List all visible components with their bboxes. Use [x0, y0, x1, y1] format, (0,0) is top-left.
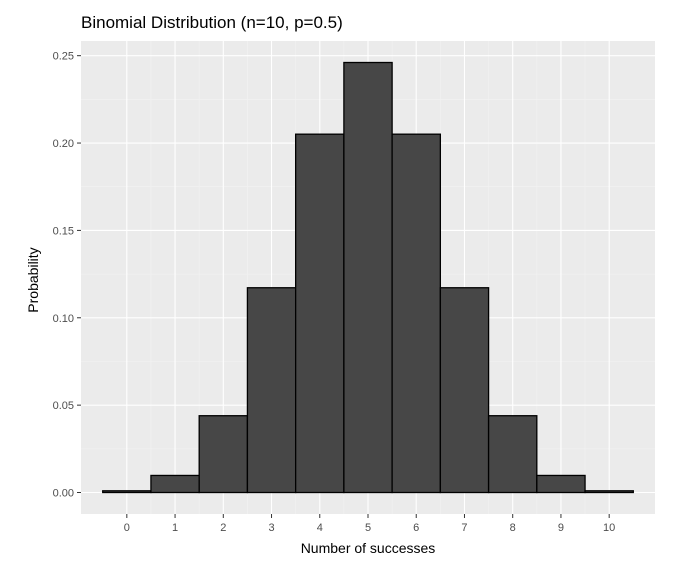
x-tick-label: 2 [220, 522, 226, 534]
x-tick-label: 7 [461, 522, 467, 534]
x-tick-label: 3 [268, 522, 274, 534]
y-axis-title: Probability [25, 247, 41, 312]
x-axis: 0 1 2 3 4 5 6 7 8 9 10 [124, 514, 615, 534]
bar-4 [294, 133, 345, 494]
y-tick-label: 0.00 [53, 488, 74, 500]
y-tick-label: 0.20 [53, 138, 74, 150]
x-axis-title: Number of successes [301, 540, 436, 556]
x-tick-label: 8 [510, 522, 516, 534]
chart-title: Binomial Distribution (n=10, p=0.5) [81, 13, 343, 32]
y-axis: 0.00 0.05 0.10 0.15 0.20 0.25 [53, 51, 81, 500]
bar-1 [150, 474, 200, 494]
y-tick-label: 0.15 [53, 225, 74, 237]
bar-7 [439, 287, 490, 494]
bar-2 [198, 415, 249, 494]
y-tick-label: 0.25 [53, 51, 74, 63]
x-tick-label: 6 [413, 522, 419, 534]
bar-8 [487, 415, 538, 494]
x-tick-label: 9 [558, 522, 564, 534]
bar-10 [584, 490, 634, 494]
y-tick-label: 0.05 [53, 400, 74, 412]
bar-9 [536, 474, 586, 494]
x-tick-label: 5 [365, 522, 371, 534]
y-tick-label: 0.10 [53, 313, 74, 325]
bar-6 [391, 133, 442, 494]
x-tick-label: 1 [172, 522, 178, 534]
x-tick-label: 4 [317, 522, 323, 534]
bars [102, 61, 634, 494]
x-tick-label: 0 [124, 522, 130, 534]
bar-5 [343, 61, 393, 494]
bar-3 [246, 287, 297, 494]
bar-0 [102, 490, 152, 494]
x-tick-label: 10 [603, 522, 615, 534]
